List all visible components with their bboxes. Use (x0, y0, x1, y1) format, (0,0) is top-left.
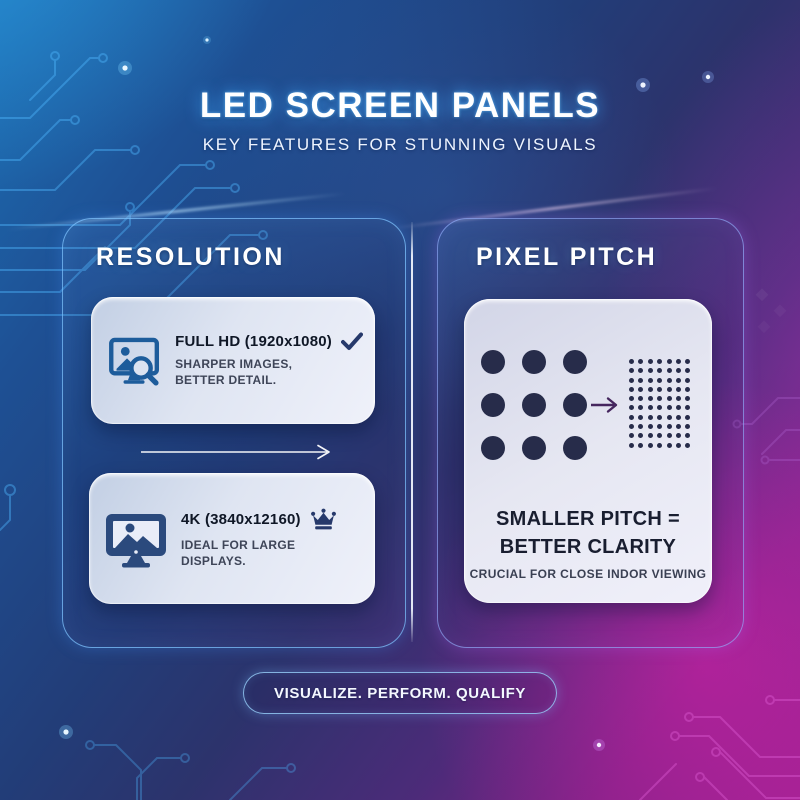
uhd-text: 4K (3840x12160) IDEAL FOR LARGE DISPLAYS… (181, 507, 363, 570)
glow-dots (59, 36, 714, 751)
uhd-desc: IDEAL FOR LARGE DISPLAYS. (181, 538, 296, 568)
circuit-pattern-bottom-right (639, 695, 800, 800)
pitch-result-text: SMALLER PITCH = BETTER CLARITY (496, 508, 680, 559)
monitor-icon (106, 513, 166, 567)
pitch-arrow-icon (591, 397, 618, 413)
check-icon (341, 332, 363, 351)
uhd-item: 4K (3840x12160) IDEAL FOR LARGE DISPLAYS… (89, 473, 375, 604)
full-hd-item: FULL HD (1920x1080) SHARPER IMAGES, BETT… (91, 297, 375, 424)
flow-arrow-icon (141, 444, 330, 460)
page-title: LED SCREEN PANELS (199, 86, 601, 125)
tagline-text: VISUALIZE. PERFORM. QUALIFY (273, 684, 527, 702)
pitch-note-text: CRUCIAL FOR CLOSE INDOR VIEWING (469, 567, 707, 581)
crown-icon (310, 508, 336, 530)
monitor-search-icon (109, 337, 160, 386)
tagline-pill: VISUALIZE. PERFORM. QUALIFY (242, 672, 558, 714)
pixel-pitch-card: PIXEL PITCH SMALLER PITCH = BETTER CLARI… (437, 218, 744, 648)
large-dot-grid (481, 350, 587, 460)
header: LED SCREEN PANELS KEY FEATURES FOR STUNN… (0, 86, 800, 155)
page-subtitle: KEY FEATURES FOR STUNNING VISUALS (202, 135, 598, 154)
small-dot-grid (629, 359, 691, 448)
uhd-title: 4K (3840x12160) (181, 511, 301, 529)
circuit-pattern-right-edge (732, 288, 800, 465)
vertical-divider (411, 222, 413, 642)
full-hd-desc: SHARPER IMAGES, BETTER DETAIL. (175, 357, 293, 387)
full-hd-title: FULL HD (1920x1080) (175, 333, 332, 351)
pixel-pitch-visual-card: SMALLER PITCH = BETTER CLARITY CRUCIAL F… (464, 299, 712, 603)
circuit-pattern-bottom-left (85, 740, 296, 800)
full-hd-text: FULL HD (1920x1080) SHARPER IMAGES, BETT… (175, 332, 363, 389)
circuit-pattern-top-left (0, 51, 268, 531)
resolution-card: RESOLUTION FULL HD (1920x1080) (62, 218, 406, 648)
pixel-pitch-heading: PIXEL PITCH (476, 243, 658, 271)
resolution-heading: RESOLUTION (96, 243, 285, 271)
